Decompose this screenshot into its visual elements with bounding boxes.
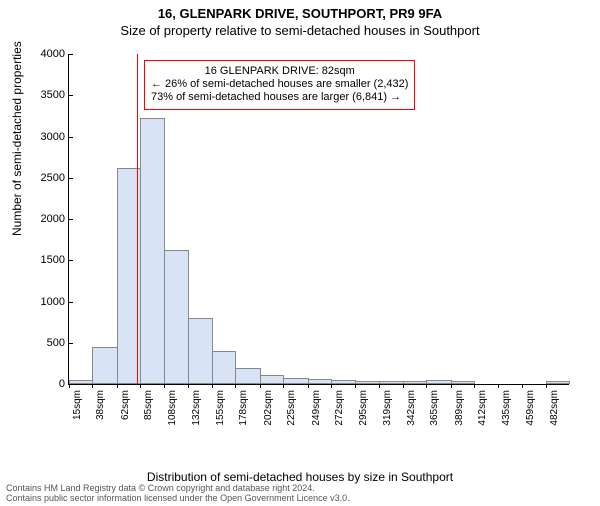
x-tick-label: 482sqm [549, 390, 560, 426]
y-tick-label: 4000 [41, 48, 69, 60]
x-tick-label: 412sqm [477, 390, 488, 426]
y-tick-label: 3500 [41, 89, 69, 101]
histogram-bar [379, 381, 403, 384]
attribution-line: Contains public sector information licen… [6, 494, 350, 504]
y-tick-label: 500 [47, 337, 69, 349]
y-tick-label: 2000 [41, 213, 69, 225]
x-tick-label: 249sqm [311, 390, 322, 426]
page-title: 16, GLENPARK DRIVE, SOUTHPORT, PR9 9FA [0, 6, 600, 21]
histogram-bar [546, 381, 570, 384]
histogram-bar [308, 379, 332, 384]
y-tick-label: 2500 [41, 172, 69, 184]
annotation-line: 73% of semi-detached houses are larger (… [151, 91, 408, 104]
x-tick-label: 38sqm [95, 390, 106, 420]
histogram-bar [331, 380, 355, 384]
x-tick-label: 178sqm [238, 390, 249, 426]
y-tick-label: 1000 [41, 296, 69, 308]
histogram-bar [69, 380, 93, 384]
y-tick-label: 1500 [41, 254, 69, 266]
x-tick-label: 108sqm [167, 390, 178, 426]
histogram-bar [403, 381, 427, 384]
annotation-box: 16 GLENPARK DRIVE: 82sqm← 26% of semi-de… [144, 60, 415, 110]
histogram-bar [212, 351, 236, 384]
histogram-bar [260, 375, 284, 384]
histogram-bar [164, 250, 189, 384]
histogram-bar [451, 381, 475, 384]
x-axis-label: Distribution of semi-detached houses by … [0, 470, 600, 484]
histogram-bar [426, 380, 451, 384]
x-tick-label: 272sqm [334, 390, 345, 426]
x-tick-label: 365sqm [429, 390, 440, 426]
page-subtitle: Size of property relative to semi-detach… [0, 23, 600, 38]
property-marker-line [137, 54, 138, 384]
histogram-bar [140, 118, 164, 384]
histogram-bar [92, 347, 117, 384]
plot-area: 0500100015002000250030003500400015sqm38s… [68, 54, 569, 385]
x-tick-label: 435sqm [501, 390, 512, 426]
annotation-line: ← 26% of semi-detached houses are smalle… [151, 78, 408, 91]
y-tick-label: 3000 [41, 131, 69, 143]
x-tick-label: 132sqm [191, 390, 202, 426]
x-tick-label: 319sqm [382, 390, 393, 426]
histogram-chart: 0500100015002000250030003500400015sqm38s… [68, 54, 568, 424]
histogram-bar [235, 368, 260, 384]
y-axis-label: Number of semi-detached properties [10, 41, 24, 236]
x-tick-label: 15sqm [72, 390, 83, 420]
x-tick-label: 459sqm [525, 390, 536, 426]
x-tick-label: 342sqm [406, 390, 417, 426]
x-tick-label: 389sqm [454, 390, 465, 426]
x-tick-label: 295sqm [358, 390, 369, 426]
histogram-bar [355, 381, 380, 384]
y-tick-label: 0 [59, 378, 69, 390]
x-tick-label: 202sqm [263, 390, 274, 426]
x-tick-label: 155sqm [215, 390, 226, 426]
annotation-line: 16 GLENPARK DRIVE: 82sqm [151, 65, 408, 78]
histogram-bar [188, 318, 212, 384]
histogram-bar [283, 378, 308, 384]
attribution-text: Contains HM Land Registry data © Crown c… [6, 484, 350, 504]
x-tick-label: 225sqm [286, 390, 297, 426]
x-tick-label: 62sqm [120, 390, 131, 420]
x-tick-label: 85sqm [143, 390, 154, 420]
